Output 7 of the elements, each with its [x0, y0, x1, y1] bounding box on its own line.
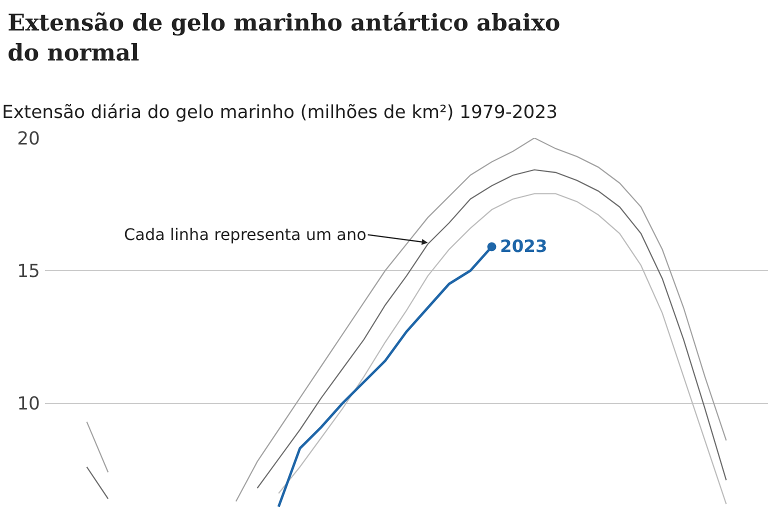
- y-tick-label: 15: [17, 260, 40, 282]
- series-label: 2023: [500, 237, 548, 257]
- annotation: Cada linha representa um ano: [124, 225, 366, 244]
- chart-subtitle: Extensão diária do gelo marinho (milhões de km²) 1979-2023: [2, 102, 558, 123]
- y-tick-label: 10: [17, 394, 40, 415]
- chart-title: Extensão de gelo marinho antártico abaixo do normal: [8, 10, 560, 67]
- y-tick-label: 20: [17, 128, 40, 150]
